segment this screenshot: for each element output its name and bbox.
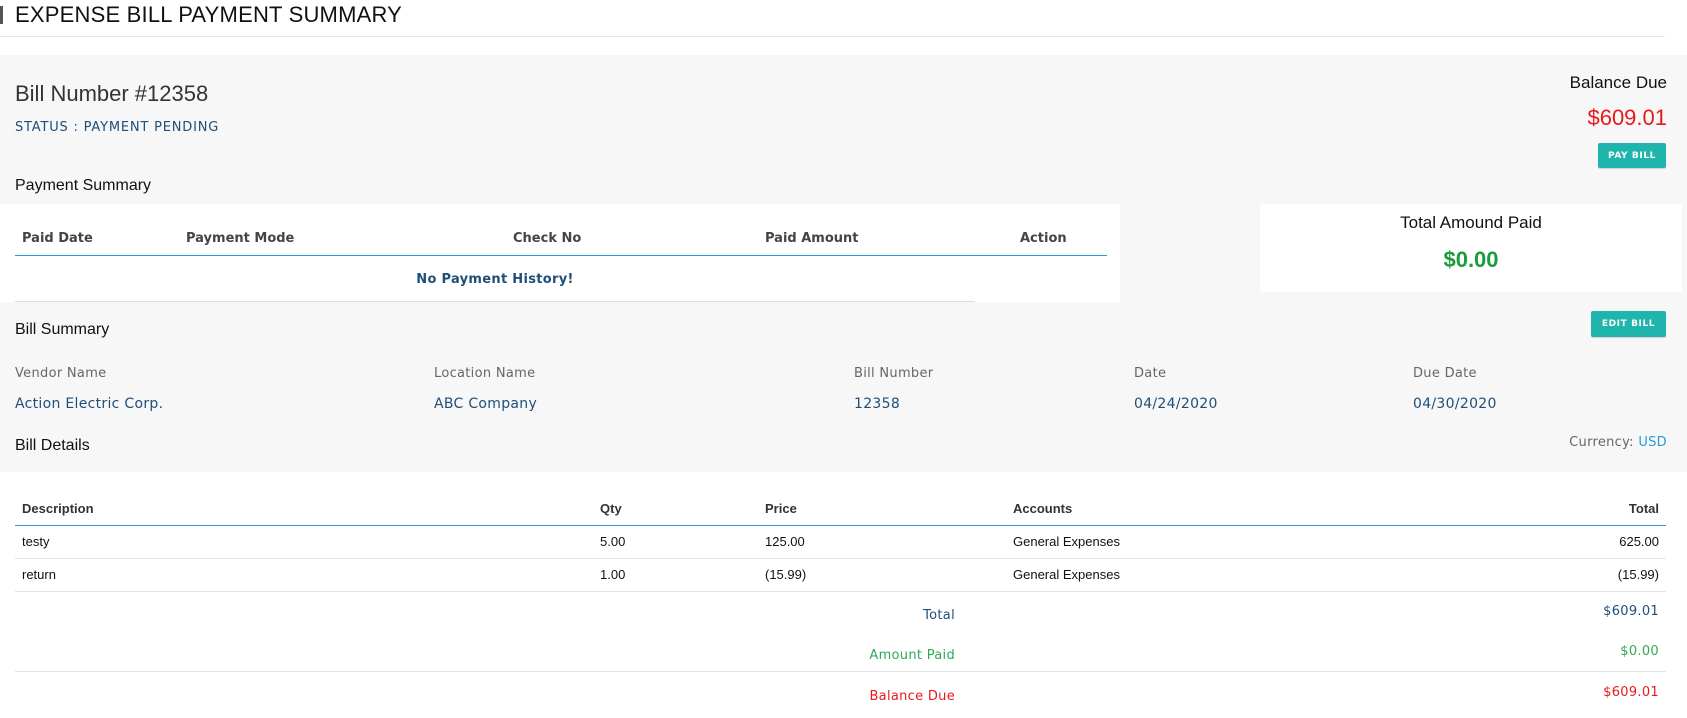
summary-divider (15, 671, 1666, 672)
vendor-name-value: Action Electric Corp. (15, 396, 164, 412)
bill-details-card (0, 472, 1687, 718)
details-col-qty: Qty (600, 501, 622, 516)
currency-value: USD (1638, 435, 1667, 450)
row-1-description: testy (22, 534, 50, 549)
bill-number-value: 12358 (854, 396, 901, 412)
payment-col-paid-amount: Paid Amount (765, 231, 859, 246)
details-header-rule (15, 525, 1666, 526)
row-2-qty: 1.00 (600, 567, 626, 582)
summary-total-value: $609.01 (1603, 604, 1659, 619)
header-accent-bar (0, 6, 3, 24)
details-col-accounts: Accounts (1013, 501, 1073, 516)
summary-amount-paid-label: Amount Paid (869, 648, 955, 663)
no-payment-history: No Payment History! (416, 272, 574, 287)
bill-details-title: Bill Details (15, 437, 90, 454)
payment-summary-title: Payment Summary (15, 177, 152, 194)
payment-col-action: Action (1020, 231, 1067, 246)
row-1-qty: 5.00 (600, 534, 626, 549)
balance-due-label: Balance Due (1569, 73, 1667, 92)
bill-status: STATUS : PAYMENT PENDING (15, 120, 220, 135)
location-name-value: ABC Company (434, 396, 538, 412)
total-paid-label: Total Amound Paid (1400, 213, 1542, 232)
row-1-account: General Expenses (1013, 534, 1120, 549)
edit-bill-button[interactable]: EDIT BILL (1591, 311, 1666, 337)
currency-label: Currency: (1569, 435, 1634, 450)
location-name-label: Location Name (434, 366, 536, 381)
bill-number-title: Bill Number #12358 (15, 81, 209, 106)
row-2-divider (15, 591, 1666, 592)
row-1-total: 625.00 (1619, 534, 1659, 549)
summary-balance-due-value: $609.01 (1603, 685, 1659, 700)
row-1-divider (15, 558, 1666, 559)
row-2-price: (15.99) (765, 567, 807, 582)
pay-bill-button[interactable]: PAY BILL (1598, 143, 1666, 168)
date-value: 04/24/2020 (1134, 396, 1218, 412)
summary-amount-paid-value: $0.00 (1620, 644, 1659, 659)
total-paid-card (1260, 204, 1682, 292)
date-label: Date (1134, 366, 1167, 381)
row-1-price: 125.00 (765, 534, 805, 549)
details-col-description: Description (22, 501, 94, 516)
details-col-price: Price (765, 501, 797, 516)
row-2-description: return (22, 567, 56, 582)
total-paid-amount: $0.00 (1443, 247, 1499, 272)
summary-balance-due-label: Balance Due (869, 689, 955, 704)
vendor-name-label: Vendor Name (15, 366, 107, 381)
payment-bottom-rule (15, 301, 975, 302)
due-date-label: Due Date (1413, 366, 1477, 381)
payment-col-check-no: Check No (513, 231, 582, 246)
due-date-value: 04/30/2020 (1413, 396, 1497, 412)
summary-total-label: Total (923, 608, 955, 623)
bill-number-label: Bill Number (854, 366, 934, 381)
details-col-total: Total (1628, 501, 1659, 516)
page-title: EXPENSE BILL PAYMENT SUMMARY (15, 2, 403, 27)
payment-col-paid-date: Paid Date (22, 231, 93, 246)
bill-summary-title: Bill Summary (15, 321, 110, 338)
payment-col-payment-mode: Payment Mode (186, 231, 295, 246)
row-2-account: General Expenses (1013, 567, 1120, 582)
currency-indicator: Currency: USD (1569, 435, 1667, 450)
balance-due-amount: $609.01 (1587, 105, 1667, 130)
row-2-total: (15.99) (1617, 567, 1659, 582)
payment-summary-card (0, 204, 1120, 302)
title-divider (0, 36, 1665, 37)
payment-header-rule (15, 255, 1107, 256)
